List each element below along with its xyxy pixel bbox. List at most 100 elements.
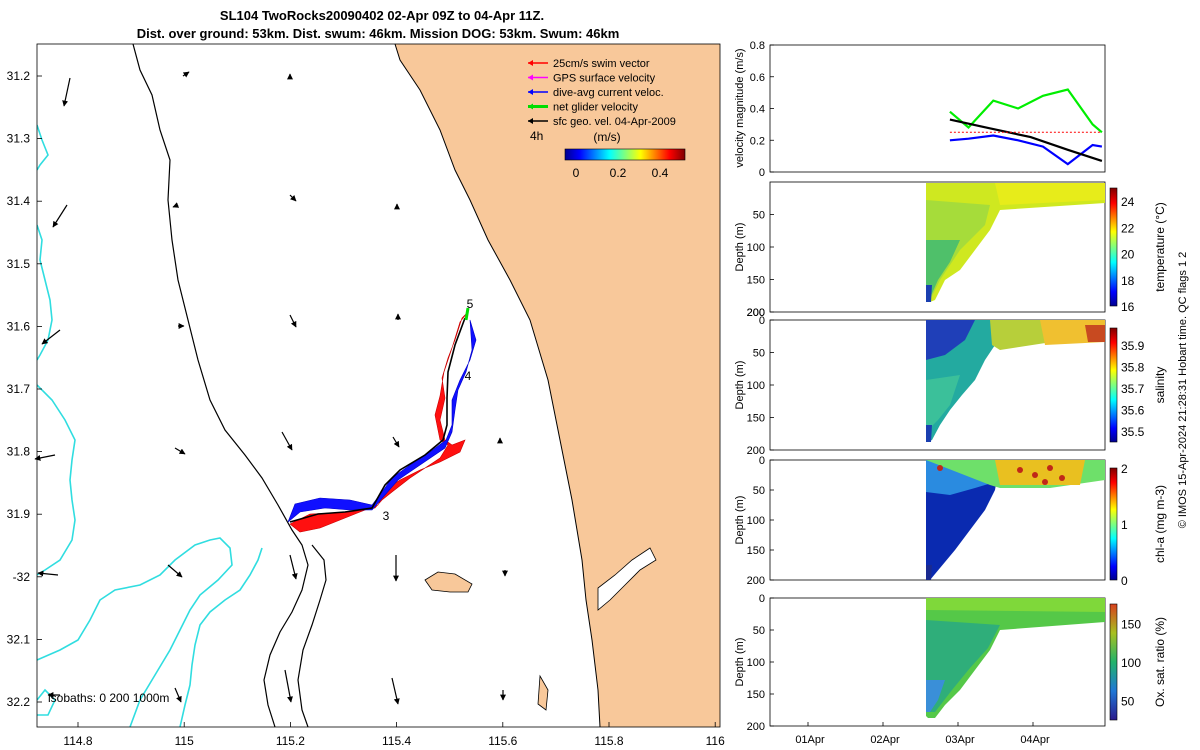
current-vector-fan bbox=[287, 319, 477, 523]
date-axis: 01Apr 02Apr 03Apr 04Apr bbox=[795, 722, 1050, 746]
depth-tick-label: 200 bbox=[747, 721, 765, 733]
velocity-arrow bbox=[284, 669, 293, 703]
colorbar-tick-label: 35.7 bbox=[1121, 382, 1145, 396]
title-line-1: SL104 TwoRocks20090402 02-Apr 09Z to 04-… bbox=[220, 8, 544, 23]
velocity-ytick-label: 0.4 bbox=[750, 104, 765, 116]
velocity-arrow bbox=[289, 554, 298, 580]
small-island bbox=[537, 674, 549, 711]
section-colorbar bbox=[1109, 327, 1118, 443]
colorbar-label: salinity bbox=[1153, 367, 1167, 404]
map-legend: 25cm/s swim vector GPS surface velocity di… bbox=[528, 58, 676, 128]
legend-arrowhead bbox=[528, 74, 533, 81]
map-longitude-ticks: 114.8 115 115.2 115.4 115.6 115.8 116 bbox=[63, 722, 725, 748]
date-tick-label: 02Apr bbox=[870, 734, 900, 746]
legend-arrowhead bbox=[528, 60, 533, 66]
title-line-2: Dist. over ground: 53km. Dist. swum: 46k… bbox=[137, 26, 620, 41]
colorbar-tick-label: 150 bbox=[1121, 617, 1141, 631]
date-tick-label: 03Apr bbox=[945, 734, 975, 746]
velocity-panel: 0 0.2 0.4 0.6 0.8 velocity magnitude (m/s) bbox=[734, 40, 1106, 179]
credit-text: © IMOS 15-Apr-2024 21:28:31 Hobart time.… bbox=[1177, 252, 1189, 529]
temperature-panel bbox=[769, 181, 1106, 313]
track-label-4: 4 bbox=[465, 369, 472, 383]
colorbar-tick-label: 35.6 bbox=[1121, 404, 1145, 418]
depth-tick-label: 200 bbox=[747, 575, 765, 587]
date-tick-label: 04Apr bbox=[1020, 734, 1050, 746]
colorbar-tick-label: 35.8 bbox=[1121, 361, 1145, 375]
velocity-arrow bbox=[289, 314, 297, 328]
map-colorbar bbox=[564, 148, 686, 161]
isobaths-label: isobaths: 0 200 1000m bbox=[48, 691, 169, 705]
depth-tick-label: 200 bbox=[747, 307, 765, 319]
velocity-arrow bbox=[174, 447, 186, 455]
glider-path bbox=[289, 317, 466, 523]
velocity-ytick-label: 0.2 bbox=[750, 135, 765, 147]
island bbox=[424, 571, 473, 593]
depth-tick-label: 100 bbox=[747, 380, 765, 392]
velocity-arrow bbox=[391, 677, 400, 705]
lat-tick-label: -32 bbox=[13, 570, 31, 584]
depth-tick-label: 200 bbox=[747, 307, 765, 319]
glider-track bbox=[287, 307, 477, 533]
depth-tick-label: 150 bbox=[747, 413, 765, 425]
colorbar-label: temperature (°C) bbox=[1153, 202, 1167, 292]
colorbar-tick-label: 35.9 bbox=[1121, 339, 1145, 353]
velocity-arrow bbox=[281, 431, 293, 451]
colorbar-tick-label: 35.5 bbox=[1121, 425, 1145, 439]
map-panel: 5 4 3 31.2 31.3 31.4 31.5 31.6 31.7 31.8 31.9 -3… bbox=[7, 43, 725, 748]
velocity-arrow bbox=[172, 202, 180, 208]
legend-label: net glider velocity bbox=[553, 102, 638, 114]
depth-tick-label: 50 bbox=[753, 485, 765, 497]
lon-tick-label: 115.8 bbox=[594, 734, 623, 748]
depth-tick-label: 100 bbox=[747, 242, 765, 254]
colorbar-label: Ox. sat. ratio (%) bbox=[1153, 617, 1167, 707]
depth-tick-label: 100 bbox=[747, 515, 765, 527]
legend-arrowhead bbox=[528, 118, 533, 124]
colorbar-tick-label: 24 bbox=[1121, 195, 1135, 209]
depth-tick-label: 50 bbox=[753, 625, 765, 637]
velocity-arrow bbox=[174, 687, 182, 703]
velocity-arrow bbox=[392, 436, 400, 448]
track-label-5: 5 bbox=[467, 297, 474, 311]
swim-vector-fan bbox=[289, 311, 469, 533]
velocity-series-line bbox=[949, 88, 1103, 134]
lat-tick-label: 31.4 bbox=[7, 194, 31, 208]
lat-tick-label: 31.2 bbox=[7, 69, 31, 83]
lat-tick-label: 31.9 bbox=[7, 507, 31, 521]
colorbar-tick-0: 0 bbox=[573, 166, 580, 180]
legend-label: sfc geo. vel. 04-Apr-2009 bbox=[553, 116, 676, 128]
velocity-series-line bbox=[949, 134, 1103, 166]
depth-tick-label: 0 bbox=[759, 593, 765, 605]
depth-tick-label: 150 bbox=[747, 545, 765, 557]
depth-tick-label: 150 bbox=[747, 275, 765, 287]
colorbar-tick-label: 16 bbox=[1121, 300, 1135, 314]
lon-tick-label: 114.8 bbox=[63, 734, 92, 748]
isobath-1000-b bbox=[37, 537, 233, 727]
legend-arrowhead bbox=[528, 89, 533, 95]
isobath-1000 bbox=[37, 124, 76, 576]
depth-axis-label: Depth (m) bbox=[734, 223, 746, 272]
colorbar-tick-label: 20 bbox=[1121, 248, 1135, 262]
lat-tick-label: 32.2 bbox=[7, 695, 31, 709]
track-label-3: 3 bbox=[383, 509, 390, 523]
velocity-arrow bbox=[37, 570, 59, 577]
section-colorbar bbox=[1109, 467, 1118, 581]
velocity-yticks: 0 0.2 0.4 0.6 0.8 bbox=[750, 40, 774, 179]
surface-velocity-arrows bbox=[34, 71, 508, 705]
lat-tick-label: 31.8 bbox=[7, 445, 31, 459]
isobath-200 bbox=[132, 44, 309, 727]
depth-tick-label: 0 bbox=[759, 315, 765, 327]
lon-tick-label: 115.4 bbox=[382, 734, 411, 748]
coastline bbox=[394, 44, 601, 727]
velocity-ylabel: velocity magnitude (m/s) bbox=[734, 48, 746, 167]
depth-tick-label: 50 bbox=[753, 348, 765, 360]
section-colorbar bbox=[1109, 187, 1118, 307]
lon-tick-label: 115 bbox=[175, 734, 194, 748]
colorbar-tick-label: 0 bbox=[1121, 574, 1128, 588]
depth-axis-label: Depth (m) bbox=[734, 361, 746, 410]
depth-tick-label: 200 bbox=[747, 445, 765, 457]
lat-tick-label: 31.6 bbox=[7, 319, 31, 333]
legend-label: GPS surface velocity bbox=[553, 73, 656, 85]
velocity-arrow bbox=[182, 71, 190, 78]
colorbar-tick-label: 22 bbox=[1121, 221, 1135, 235]
